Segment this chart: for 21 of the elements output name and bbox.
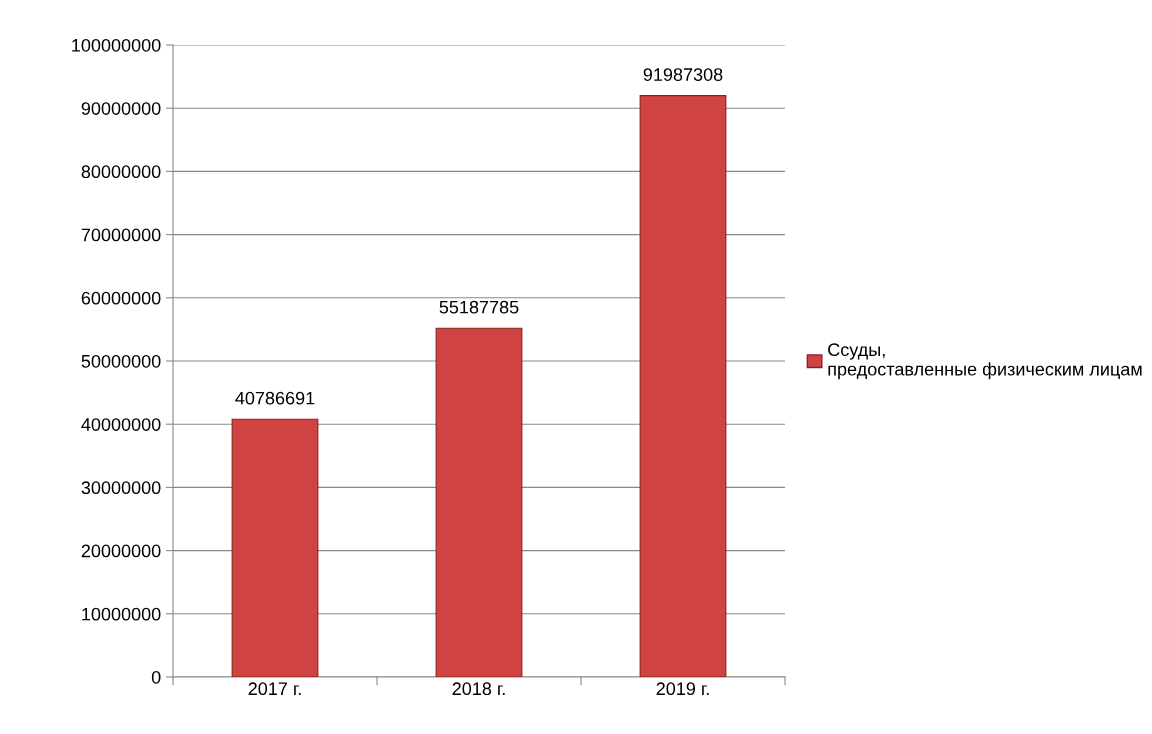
y-tick-label: 60000000 [81, 291, 161, 305]
bar [231, 418, 319, 677]
y-tick-label: 20000000 [81, 544, 161, 558]
x-tick-label: 2019 г. [656, 682, 709, 696]
y-tick-label: 50000000 [81, 354, 161, 368]
bar [435, 327, 523, 677]
y-tick-label: 70000000 [81, 228, 161, 242]
y-tick-label: 100000000 [72, 38, 161, 52]
x-tick-label: 2017 г. [248, 682, 301, 696]
data-label: 91987308 [643, 68, 723, 81]
data-label: 40786691 [235, 391, 315, 405]
legend-label: Ссуды, предоставленные физическим лицам [828, 343, 1142, 380]
y-tick-label: 10000000 [82, 607, 161, 621]
y-tick-label: 40000000 [81, 418, 161, 431]
x-tick-label: 2018 г. [452, 682, 505, 696]
y-tick-label: 90000000 [81, 102, 161, 115]
y-tick-label: 30000000 [81, 481, 161, 495]
bar [639, 95, 727, 677]
y-tick-label: 80000000 [81, 165, 161, 179]
data-label: 55187785 [439, 300, 519, 314]
y-tick-label: 0 [151, 670, 161, 684]
